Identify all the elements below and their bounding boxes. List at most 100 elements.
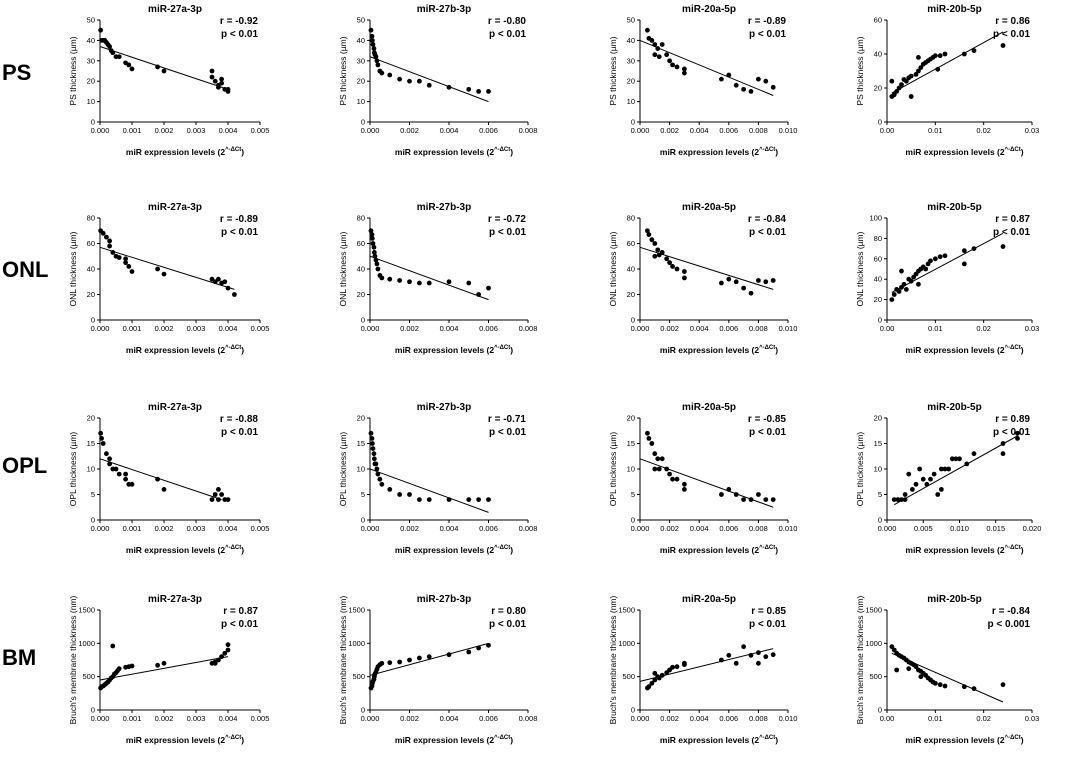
chart-title: miR-27a-3p [148, 594, 202, 605]
x-tick-label: 0.000 [631, 126, 650, 135]
y-axis-label: OPL thickness (µm) [338, 432, 348, 507]
scatter-chart-bm-4: miR-20b-5p r = -0.84 p < 0.001 0 500 1000 1500… [855, 594, 1039, 745]
data-point [1015, 430, 1020, 436]
correlation-r-label: r = -0.89 [748, 16, 787, 27]
x-tick-label: 0.010 [779, 324, 798, 333]
y-tick-label: 60 [874, 254, 882, 263]
row-label-opl: OPL [2, 453, 47, 478]
data-point [645, 430, 650, 436]
data-point [222, 650, 228, 656]
data-point [216, 657, 221, 663]
x-tick-label: 0.000 [91, 324, 110, 333]
data-point [446, 497, 452, 502]
data-point [216, 276, 221, 282]
data-point [937, 53, 943, 59]
data-point [212, 78, 218, 84]
data-point [209, 276, 215, 282]
data-point [932, 256, 938, 262]
x-axis-label-close: ) [1021, 147, 1024, 157]
x-axis-label-superscript: ^-ΔCt [494, 345, 510, 351]
x-axis-label-superscript: ^-ΔCt [1005, 545, 1021, 551]
data-point [379, 70, 385, 76]
data-point [370, 446, 376, 451]
y-tick-label: 40 [357, 265, 365, 274]
x-tick-label: 0.002 [155, 324, 174, 333]
y-axis-label: ONL thickness (µm) [68, 231, 78, 306]
y-tick-label: 20 [627, 290, 635, 299]
y-tick-label: 0 [631, 118, 635, 127]
regression-line [99, 656, 229, 681]
data-point [225, 285, 231, 291]
data-point [664, 52, 670, 58]
x-axis-label-close: ) [1021, 345, 1024, 355]
data-point [908, 278, 914, 284]
data-point [733, 660, 739, 666]
y-tick-label: 1000 [865, 639, 882, 648]
x-tick-label: 0.004 [440, 714, 459, 723]
data-point [486, 497, 491, 502]
data-point [110, 250, 116, 255]
x-axis-label-main: miR expression levels (2 [905, 147, 1004, 157]
p-value-label: p < 0.01 [221, 619, 258, 630]
data-point [748, 497, 754, 502]
p-value-label: p < 0.01 [489, 29, 526, 40]
data-point [670, 664, 675, 670]
x-tick-label: 0.001 [123, 524, 142, 533]
correlation-r-label: r = -0.71 [488, 414, 527, 425]
x-tick-label: 0.003 [187, 524, 206, 533]
data-point [373, 54, 379, 60]
x-tick-label: 0.03 [1025, 714, 1040, 723]
y-tick-label: 0 [91, 516, 95, 525]
data-point [756, 650, 761, 656]
data-point [397, 278, 403, 283]
x-tick-label: 0.01 [928, 126, 943, 135]
x-tick-label: 0.010 [779, 714, 798, 723]
data-point [891, 497, 897, 502]
x-tick-label: 0.002 [400, 714, 419, 723]
data-point [719, 492, 724, 497]
data-point [961, 261, 967, 267]
data-point [937, 254, 943, 260]
x-tick-label: 0.001 [123, 126, 142, 135]
p-value-label: p < 0.01 [489, 427, 526, 438]
data-point [763, 78, 769, 84]
x-tick-label: 0.005 [251, 126, 270, 135]
p-value-label: p < 0.01 [489, 227, 526, 238]
regression-line [99, 458, 222, 501]
x-axis-label-main: miR expression levels (2 [660, 345, 759, 355]
data-point [116, 471, 122, 477]
data-point [98, 430, 104, 436]
data-point [1000, 682, 1006, 688]
data-point [719, 280, 724, 286]
y-tick-label: 0 [878, 118, 882, 127]
data-point [763, 497, 769, 502]
data-point [674, 266, 680, 272]
x-axis-label-close: ) [1021, 545, 1024, 555]
x-axis-label-main: miR expression levels (2 [905, 345, 1004, 355]
x-axis-label-superscript: ^-ΔCt [494, 735, 510, 741]
x-tick-label: 0.008 [519, 126, 538, 135]
x-tick-label: 0.004 [440, 324, 459, 333]
data-point [116, 666, 122, 672]
p-value-label: p < 0.01 [749, 227, 786, 238]
x-tick-label: 0.004 [690, 126, 709, 135]
data-point [652, 451, 658, 457]
x-tick-label: 0.00 [880, 126, 895, 135]
data-point [763, 279, 769, 285]
data-point [446, 279, 452, 285]
x-tick-label: 0.006 [719, 524, 738, 533]
x-tick-label: 0.008 [749, 524, 768, 533]
data-point [123, 256, 128, 262]
x-tick-label: 0.000 [361, 714, 380, 723]
y-tick-label: 60 [87, 239, 95, 248]
data-point [104, 234, 109, 240]
regression-line [369, 642, 489, 676]
data-point [110, 643, 116, 649]
data-point [961, 248, 967, 254]
data-point [719, 657, 724, 663]
data-point [889, 297, 895, 302]
y-tick-label: 10 [627, 97, 635, 106]
data-point [655, 46, 661, 51]
y-tick-label: 10 [87, 465, 95, 474]
data-point [770, 497, 776, 502]
